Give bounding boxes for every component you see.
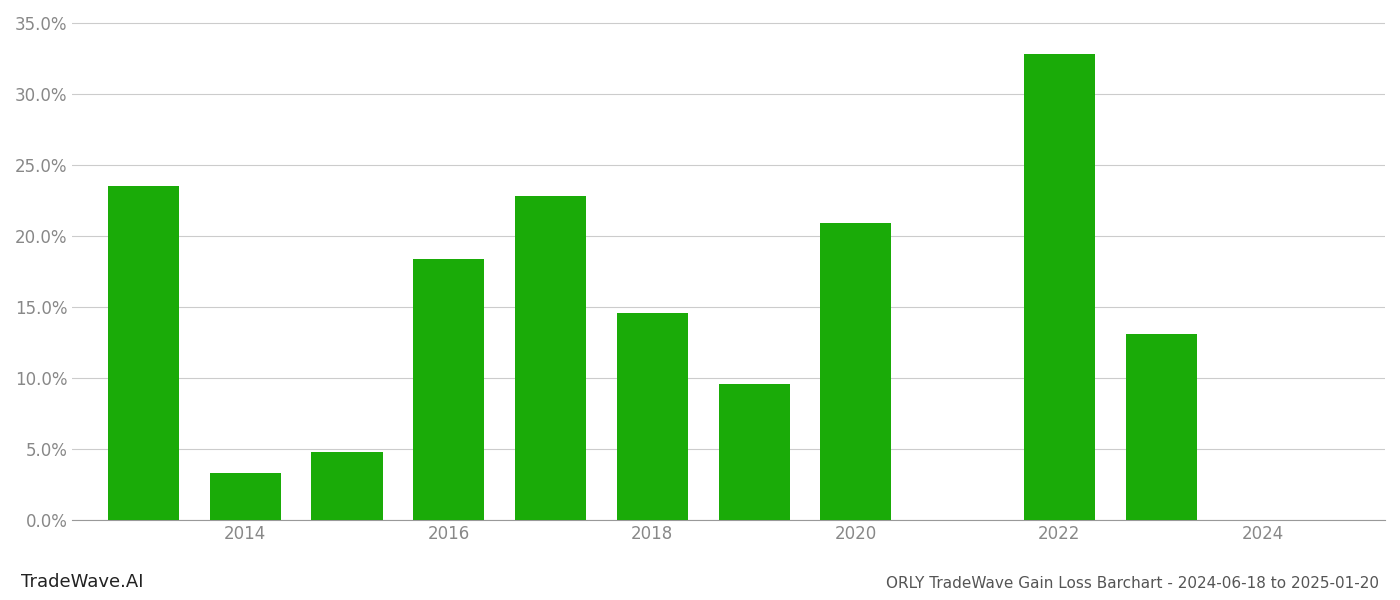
Bar <box>210 473 281 520</box>
Bar <box>413 259 484 520</box>
Bar <box>820 223 892 520</box>
Text: ORLY TradeWave Gain Loss Barchart - 2024-06-18 to 2025-01-20: ORLY TradeWave Gain Loss Barchart - 2024… <box>886 576 1379 591</box>
Bar <box>311 452 382 520</box>
Text: TradeWave.AI: TradeWave.AI <box>21 573 143 591</box>
Bar <box>1023 54 1095 520</box>
Bar <box>515 196 587 520</box>
Bar <box>108 186 179 520</box>
Bar <box>1126 334 1197 520</box>
Bar <box>718 383 790 520</box>
Bar <box>617 313 687 520</box>
